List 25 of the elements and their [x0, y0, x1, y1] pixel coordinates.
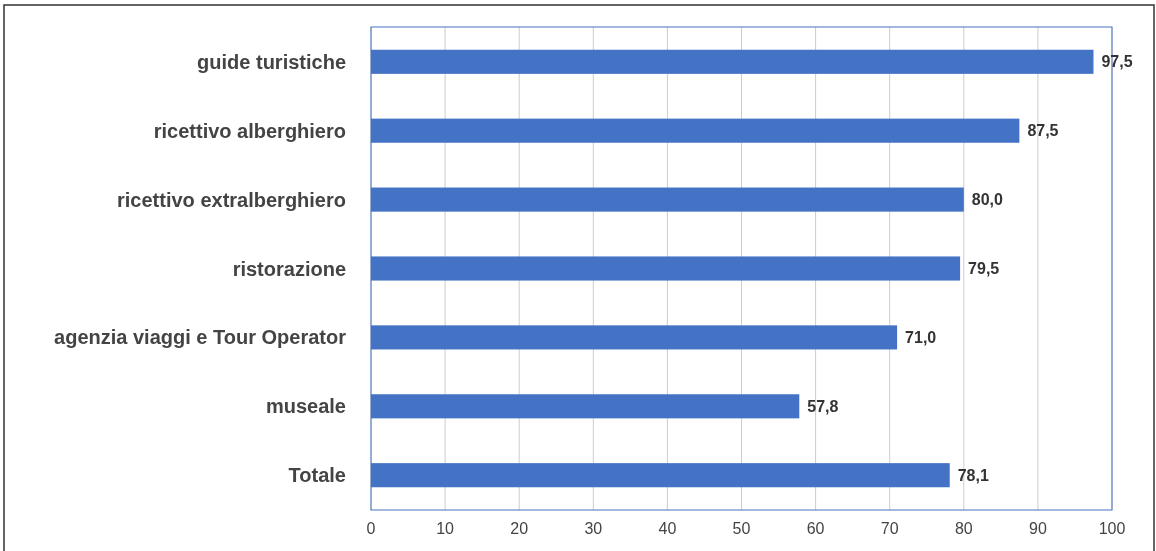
x-tick-label: 70	[880, 520, 899, 537]
x-tick-label: 10	[436, 520, 455, 537]
data-label: 79,5	[968, 260, 1000, 278]
x-tick-label: 30	[584, 520, 603, 537]
x-tick-label: 60	[806, 520, 825, 537]
x-tick-label: 20	[510, 520, 529, 537]
x-tick-label: 40	[658, 520, 677, 537]
data-label: 87,5	[1027, 122, 1059, 140]
y-tick-label: Totale	[288, 464, 346, 487]
x-tick-label: 0	[366, 520, 376, 537]
y-tick-label: museale	[265, 395, 346, 418]
y-tick-label: ristorazione	[232, 257, 346, 280]
x-tick-label: 50	[732, 520, 751, 537]
data-label: 71,0	[905, 329, 937, 346]
data-label: 97,5	[1101, 53, 1133, 71]
y-tick-label: agenzia viaggi e Tour Operator	[54, 326, 347, 349]
x-tick-label: 80	[954, 520, 973, 537]
x-tick-label: 100	[1098, 520, 1126, 537]
y-tick-label: guide turistiche	[197, 50, 346, 73]
data-label: 78,1	[957, 466, 989, 484]
data-label: 57,8	[807, 397, 839, 415]
x-tick-label: 90	[1029, 520, 1047, 537]
y-tick-label: ricettivo alberghiero	[153, 119, 346, 142]
y-tick-label: ricettivo extralberghiero	[117, 188, 346, 211]
data-label: 80,0	[971, 191, 1004, 209]
